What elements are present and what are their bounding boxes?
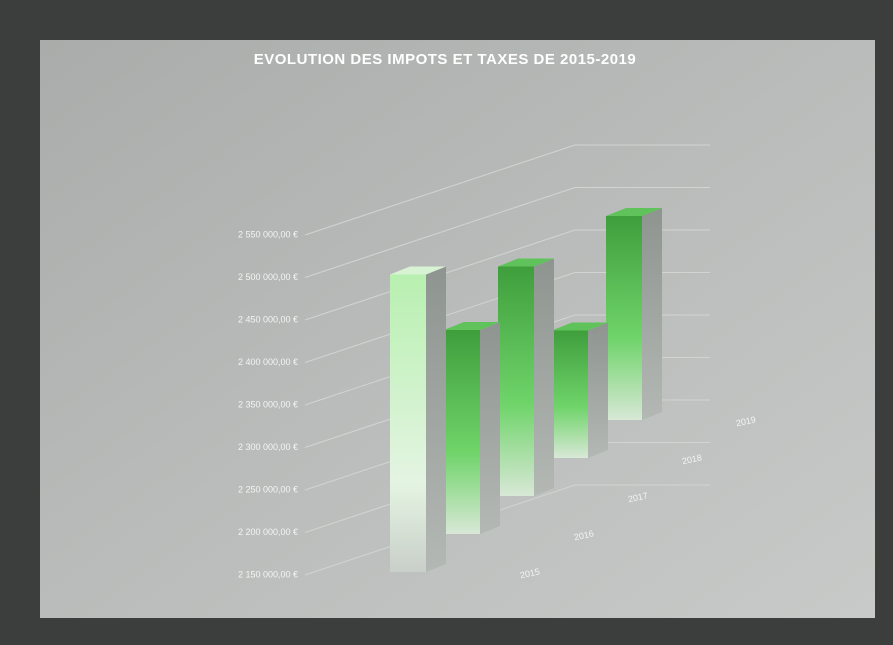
bar [606,216,642,420]
bar-side [534,258,554,496]
y-tick-label: 2 450 000,00 € [238,314,298,324]
bar-top [444,322,500,330]
y-tick-label: 2 300 000,00 € [238,442,298,452]
bar [444,330,480,534]
y-tick-label: 2 150 000,00 € [238,569,298,579]
x-tick-label: 2016 [573,528,595,542]
y-tick-label: 2 550 000,00 € [238,229,298,239]
y-tick-label: 2 400 000,00 € [238,357,298,367]
grid-line [304,144,710,236]
bar-top [606,208,662,216]
bar-side [642,208,662,420]
bar [498,266,534,496]
bar [552,330,588,458]
chart-title: EVOLUTION DES IMPOTS ET TAXES DE 2015-20… [254,51,637,68]
bar [390,274,426,572]
y-tick-label: 2 250 000,00 € [238,484,298,494]
bar-side [426,266,446,572]
bar-side [588,322,608,458]
bar-side [480,322,500,534]
y-tick-label: 2 200 000,00 € [238,527,298,537]
y-tick-label: 2 500 000,00 € [238,272,298,282]
y-tick-label: 2 350 000,00 € [238,399,298,409]
x-tick-label: 2019 [735,414,757,428]
x-tick-label: 2017 [627,490,649,504]
bar-top [552,322,608,331]
bar-top [498,258,554,267]
bar-top [390,266,446,275]
x-tick-label: 2018 [681,452,703,466]
x-tick-label: 2015 [519,566,541,580]
grid-line [304,187,710,278]
